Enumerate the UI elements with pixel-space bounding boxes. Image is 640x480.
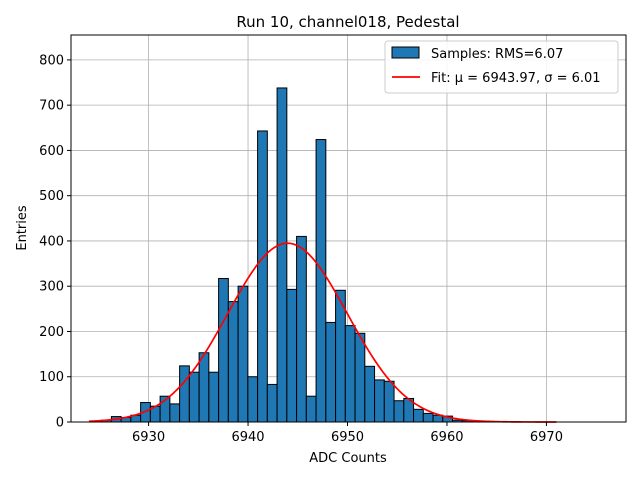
chart-title: Run 10, channel018, Pedestal [236,13,459,31]
histogram-bar [218,278,229,423]
histogram-bar [179,365,190,423]
histogram-bar [237,285,249,423]
y-tick-label: 300 [39,280,64,295]
legend-label-samples: Samples: RMS=6.07 [431,47,563,62]
y-tick-label: 0 [56,416,64,431]
fit-curve-group [88,242,557,423]
histogram-bar [305,395,317,423]
x-tick-label: 6960 [430,430,463,445]
histogram-bar [276,87,288,423]
histogram-bar [169,403,181,423]
y-tick-label: 600 [39,144,64,159]
histogram-bar [208,371,220,423]
histogram-bar [413,408,424,423]
y-tick-label: 200 [39,325,64,340]
legend-swatch-samples [391,46,420,59]
histogram-bar [354,332,366,423]
y-tick-label: 800 [39,53,64,68]
histogram-bar [286,288,298,423]
legend: Samples: RMS=6.07 Fit: μ = 6943.97, σ = … [384,40,619,94]
histogram-bar [198,352,210,423]
histogram-bar [344,325,356,423]
histogram-bar [266,383,278,423]
histogram-bar [257,130,268,423]
y-tick-label: 500 [39,189,64,204]
histogram-bar [325,321,337,423]
x-tick-label: 6930 [132,430,165,445]
fit-curve [88,242,557,423]
y-tick-label: 400 [39,234,64,249]
histogram-bar [383,380,395,423]
y-tick-label: 100 [39,370,64,385]
x-tick-label: 6940 [231,430,264,445]
histogram-bar [364,365,376,423]
x-axis-label: ADC Counts [309,451,387,466]
legend-box [384,40,619,94]
y-tick-label: 700 [39,99,64,114]
y-axis-ticks: 0 100 200 300 400 500 600 700 800 [39,53,71,431]
histogram-bar [247,376,259,423]
histogram-bar [227,301,239,423]
x-axis-ticks: 6930 6940 6950 6960 6970 [132,422,563,445]
x-tick-label: 6970 [530,430,563,445]
histogram-bar [296,235,307,423]
y-axis-label: Entries [15,205,30,251]
histogram-bar [335,289,346,423]
axes-frame [70,34,627,423]
x-tick-label: 6950 [331,430,364,445]
grid [71,35,626,423]
histogram-bar [374,379,385,423]
histogram-bar [315,139,327,423]
histogram-bar [188,371,200,423]
legend-label-fit: Fit: μ = 6943.97, σ = 6.01 [431,71,601,86]
histogram-bar [422,412,434,423]
histogram-bar [393,400,405,423]
